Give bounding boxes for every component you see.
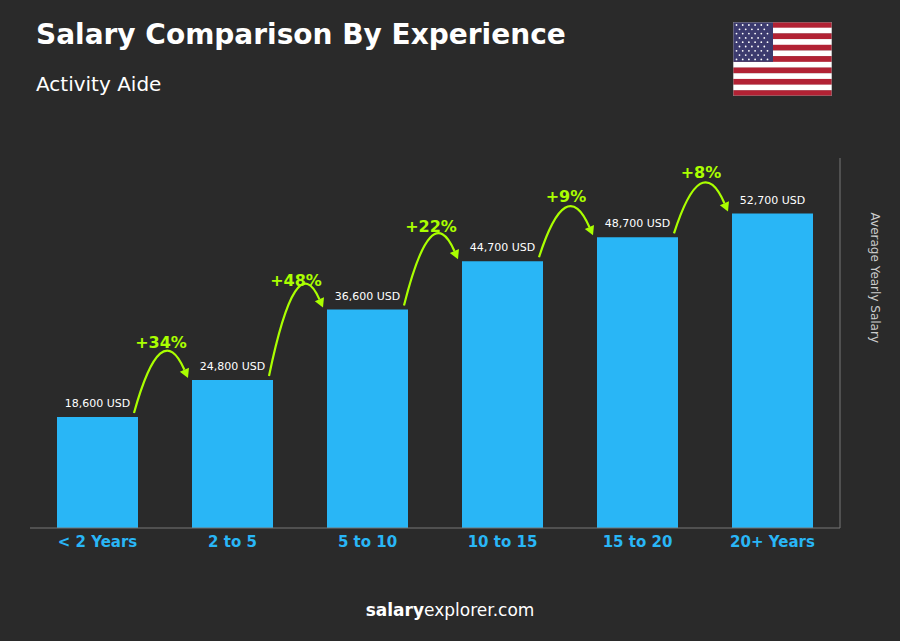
svg-text:+8%: +8% (681, 163, 722, 182)
svg-text:36,600 USD: 36,600 USD (335, 290, 401, 303)
svg-text:+9%: +9% (546, 187, 587, 206)
svg-text:Average Yearly Salary: Average Yearly Salary (868, 213, 882, 343)
svg-text:+34%: +34% (135, 333, 187, 352)
html-text:Salary Comparison By Experienc: Salary Comparison By Experience (36, 18, 566, 51)
svg-text:15 to 20: 15 to 20 (603, 533, 673, 551)
html-text:salary explorer.com: salary explorer.com (365, 600, 535, 620)
svg-text:10 to 15: 10 to 15 (468, 533, 538, 551)
svg-text:< 2 Years: < 2 Years (58, 533, 138, 551)
svg-text:48,700 USD: 48,700 USD (605, 217, 671, 230)
svg-text:44,700 USD: 44,700 USD (470, 241, 536, 254)
svg-text:52,700 USD: 52,700 USD (740, 194, 806, 207)
html-text:Activity Aide: Activity Aide (36, 72, 162, 96)
svg-text:+48%: +48% (270, 271, 322, 290)
svg-text:18,600 USD: 18,600 USD (65, 397, 131, 410)
svg-text:20+ Years: 20+ Years (730, 533, 815, 551)
svg-text:2 to 5: 2 to 5 (208, 533, 257, 551)
svg-text:5 to 10: 5 to 10 (338, 533, 397, 551)
svg-text:+22%: +22% (405, 217, 457, 236)
svg-text:24,800 USD: 24,800 USD (200, 360, 266, 373)
